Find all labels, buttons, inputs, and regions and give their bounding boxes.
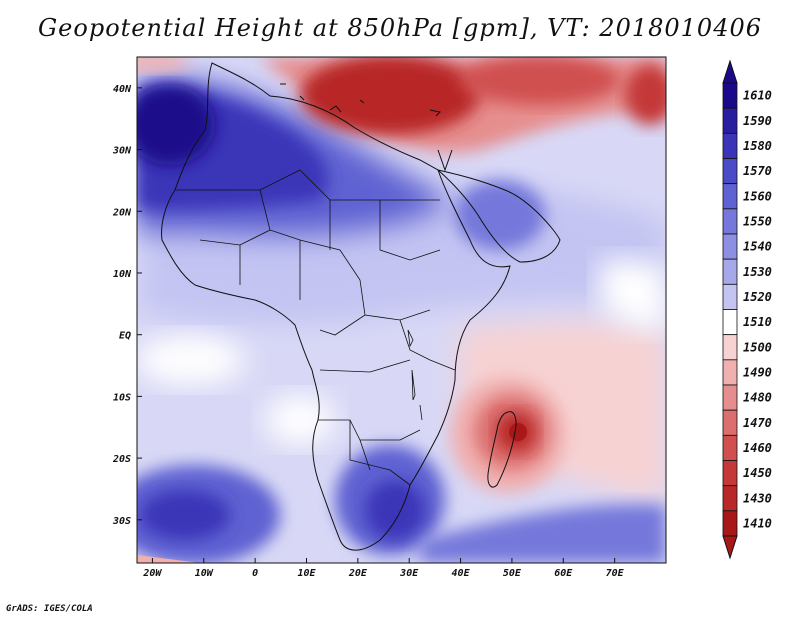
map-frame	[136, 56, 667, 564]
colorbar-label: 1520	[743, 290, 772, 304]
colorbar-label: 1540	[743, 240, 772, 254]
colorbar-swatch	[722, 283, 738, 310]
longitude-axis: 20W 10W 0 10E 20E 30E 40E 50E 60E 70E	[142, 558, 625, 579]
lat-tick-label: 40N	[113, 84, 132, 95]
lon-tick-label: 60E	[554, 568, 573, 579]
colorbar-label: 1590	[743, 114, 772, 128]
lon-tick-label: 20E	[348, 568, 368, 579]
colorbar-swatch	[722, 309, 738, 336]
colorbar-swatch	[722, 434, 738, 461]
colorbar-swatch	[722, 233, 738, 260]
lat-tick-label: 20S	[112, 454, 131, 465]
colorbar-swatch	[722, 384, 738, 411]
lat-tick-label: EQ	[119, 331, 131, 342]
sinai	[437, 149, 453, 172]
colorbar-label: 1510	[743, 315, 772, 329]
colorbar-label: 1610	[743, 89, 772, 103]
madagascar-coastline	[487, 411, 517, 488]
lat-tick-label: 10S	[113, 392, 131, 403]
lon-tick-label: 10E	[297, 568, 316, 579]
colorbar-swatch	[722, 409, 738, 436]
colorbar-swatch	[722, 158, 738, 185]
height-field	[137, 57, 666, 563]
coastlines	[161, 62, 561, 551]
colorbar-swatch	[722, 510, 738, 537]
colorbar-label: 1430	[743, 491, 772, 505]
colorbar-label: 1410	[743, 516, 772, 530]
colorbar-swatch	[722, 132, 738, 159]
colorbar-swatch	[722, 359, 738, 386]
field-sahara-min	[137, 85, 215, 165]
lon-tick-label: 20W	[142, 568, 162, 579]
field-atlantic-white	[137, 335, 245, 385]
lat-tick-label: 10N	[113, 269, 132, 280]
field-med-core	[300, 57, 480, 135]
colorbar-swatch	[722, 82, 738, 109]
colorbar: 1610 1590 1580 1570 1560 1550 1540 1530 1520 1510…	[722, 59, 772, 560]
colorbar-label: 1570	[743, 164, 772, 178]
lon-tick-label: 10W	[195, 568, 214, 579]
colorbar-label: 1500	[743, 340, 772, 354]
colorbar-label: 1470	[743, 416, 772, 430]
grads-credit: GrADS: IGES/COLA	[6, 604, 93, 614]
lakes	[407, 329, 423, 421]
colorbar-label: 1560	[743, 189, 772, 203]
colorbar-swatch	[722, 334, 738, 361]
colorbar-label: 1580	[743, 139, 772, 153]
lat-tick-label: 30S	[112, 516, 131, 527]
colorbar-label: 1460	[743, 441, 772, 455]
arabia-coastline	[437, 169, 561, 263]
colorbar-swatch	[722, 107, 738, 134]
lon-tick-label: 0	[252, 568, 258, 579]
colorbar-swatch	[722, 485, 738, 512]
colorbar-label: 1490	[743, 365, 772, 379]
lon-tick-label: 70E	[606, 568, 625, 579]
colorbar-label: 1450	[743, 466, 772, 480]
colorbar-top-arrow	[722, 59, 738, 84]
page-title: Geopotential Height at 850hPa [gpm], VT:…	[38, 14, 762, 42]
colorbar-label: 1530	[743, 265, 772, 279]
colorbar-swatch	[722, 183, 738, 210]
colorbar-swatch	[722, 460, 738, 487]
latitude-axis: 40N 30N 20N 10N EQ 10S 20S 30S	[112, 84, 142, 527]
field-arabia	[455, 180, 545, 250]
lat-tick-label: 30N	[112, 146, 132, 157]
med-islands	[280, 83, 442, 117]
colorbar-swatch	[722, 208, 738, 235]
country-borders	[175, 169, 456, 486]
lon-tick-label: 40E	[452, 568, 471, 579]
lat-tick-label: 20N	[112, 207, 132, 218]
field-cyclone-center	[509, 423, 527, 441]
colorbar-label: 1550	[743, 214, 772, 228]
lon-tick-label: 30E	[399, 568, 419, 579]
africa-coastline	[161, 62, 511, 551]
colorbar-bottom-arrow	[722, 535, 738, 560]
colorbar-swatch	[722, 258, 738, 285]
lon-tick-label: 50E	[503, 568, 522, 579]
colorbar-label: 1480	[743, 391, 772, 405]
